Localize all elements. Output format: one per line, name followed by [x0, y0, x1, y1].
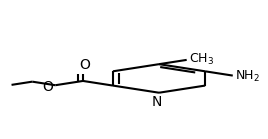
Text: CH$_3$: CH$_3$ — [189, 52, 214, 67]
Text: NH$_2$: NH$_2$ — [236, 69, 260, 84]
Text: O: O — [42, 80, 53, 94]
Text: N: N — [151, 95, 162, 109]
Text: O: O — [79, 58, 90, 72]
